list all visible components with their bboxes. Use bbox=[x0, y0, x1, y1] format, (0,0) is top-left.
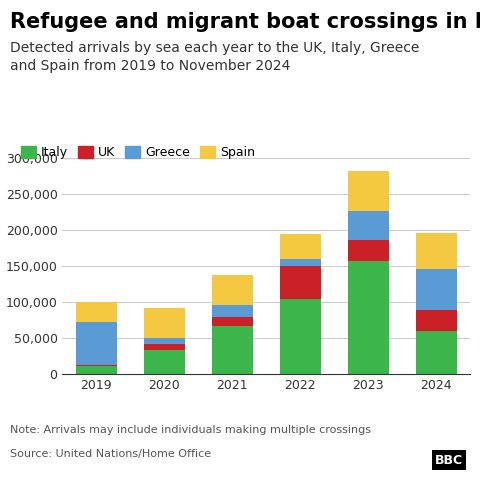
Bar bbox=[144, 338, 185, 344]
Bar bbox=[280, 266, 321, 299]
Text: BBC: BBC bbox=[435, 454, 463, 467]
Bar bbox=[76, 302, 117, 322]
Bar bbox=[416, 269, 457, 310]
Bar bbox=[348, 240, 389, 261]
Bar bbox=[144, 308, 185, 338]
Bar bbox=[212, 305, 253, 317]
Bar bbox=[280, 259, 321, 266]
Text: Refugee and migrant boat crossings in Europe: Refugee and migrant boat crossings in Eu… bbox=[10, 12, 480, 32]
Bar bbox=[348, 211, 389, 240]
Bar bbox=[76, 367, 117, 374]
Text: Note: Arrivals may include individuals making multiple crossings: Note: Arrivals may include individuals m… bbox=[10, 425, 371, 435]
Bar bbox=[348, 171, 389, 211]
Bar bbox=[280, 234, 321, 259]
Bar bbox=[212, 317, 253, 326]
Bar bbox=[144, 350, 185, 374]
Bar bbox=[280, 299, 321, 374]
Bar bbox=[416, 233, 457, 269]
Bar bbox=[212, 326, 253, 374]
Bar bbox=[76, 322, 117, 365]
Text: Source: United Nations/Home Office: Source: United Nations/Home Office bbox=[10, 449, 211, 459]
Bar bbox=[416, 310, 457, 331]
Bar bbox=[212, 275, 253, 305]
Bar bbox=[76, 365, 117, 367]
Bar bbox=[144, 344, 185, 350]
Bar bbox=[416, 331, 457, 374]
Text: Detected arrivals by sea each year to the UK, Italy, Greece
and Spain from 2019 : Detected arrivals by sea each year to th… bbox=[10, 41, 419, 73]
Legend: Italy, UK, Greece, Spain: Italy, UK, Greece, Spain bbox=[16, 141, 260, 164]
Bar bbox=[348, 261, 389, 374]
